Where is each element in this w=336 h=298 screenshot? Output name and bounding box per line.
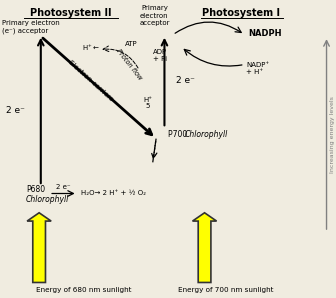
Text: ADP
+ Pi: ADP + Pi	[153, 49, 167, 62]
Text: Energy of 700 nm sunlight: Energy of 700 nm sunlight	[178, 287, 273, 293]
Text: NADPH: NADPH	[248, 29, 282, 38]
Text: 2 e⁻: 2 e⁻	[176, 76, 195, 85]
Text: H⁺$\leftarrow$: H⁺$\leftarrow$	[82, 42, 100, 52]
Text: Increasing energy levels: Increasing energy levels	[330, 96, 335, 173]
Text: Primary
electron
acceptor: Primary electron acceptor	[139, 5, 170, 26]
Text: NADP⁺
+ H⁺: NADP⁺ + H⁺	[246, 62, 269, 75]
Text: Electron carriers: Electron carriers	[68, 59, 114, 102]
Text: ATP: ATP	[125, 41, 137, 47]
Text: P700: P700	[168, 130, 190, 139]
Text: H₂O→ 2 H⁺ + ½ O₂: H₂O→ 2 H⁺ + ½ O₂	[81, 190, 146, 196]
Text: 2 e⁻: 2 e⁻	[56, 184, 71, 190]
FancyArrow shape	[193, 213, 217, 283]
FancyArrow shape	[27, 213, 51, 283]
Text: Primary electron
(e⁻) acceptor: Primary electron (e⁻) acceptor	[2, 20, 60, 34]
Text: Proton flow: Proton flow	[116, 48, 143, 81]
Text: Chlorophyll: Chlorophyll	[26, 195, 69, 204]
Text: Energy of 680 nm sunlight: Energy of 680 nm sunlight	[36, 287, 131, 293]
Text: P680: P680	[26, 184, 45, 193]
Text: H⁺
5: H⁺ 5	[143, 97, 152, 109]
Text: Photosystem I: Photosystem I	[202, 8, 280, 18]
Text: Photosystem II: Photosystem II	[30, 8, 112, 18]
Text: 2 e⁻: 2 e⁻	[6, 106, 25, 115]
Text: Chlorophyll: Chlorophyll	[184, 130, 228, 139]
